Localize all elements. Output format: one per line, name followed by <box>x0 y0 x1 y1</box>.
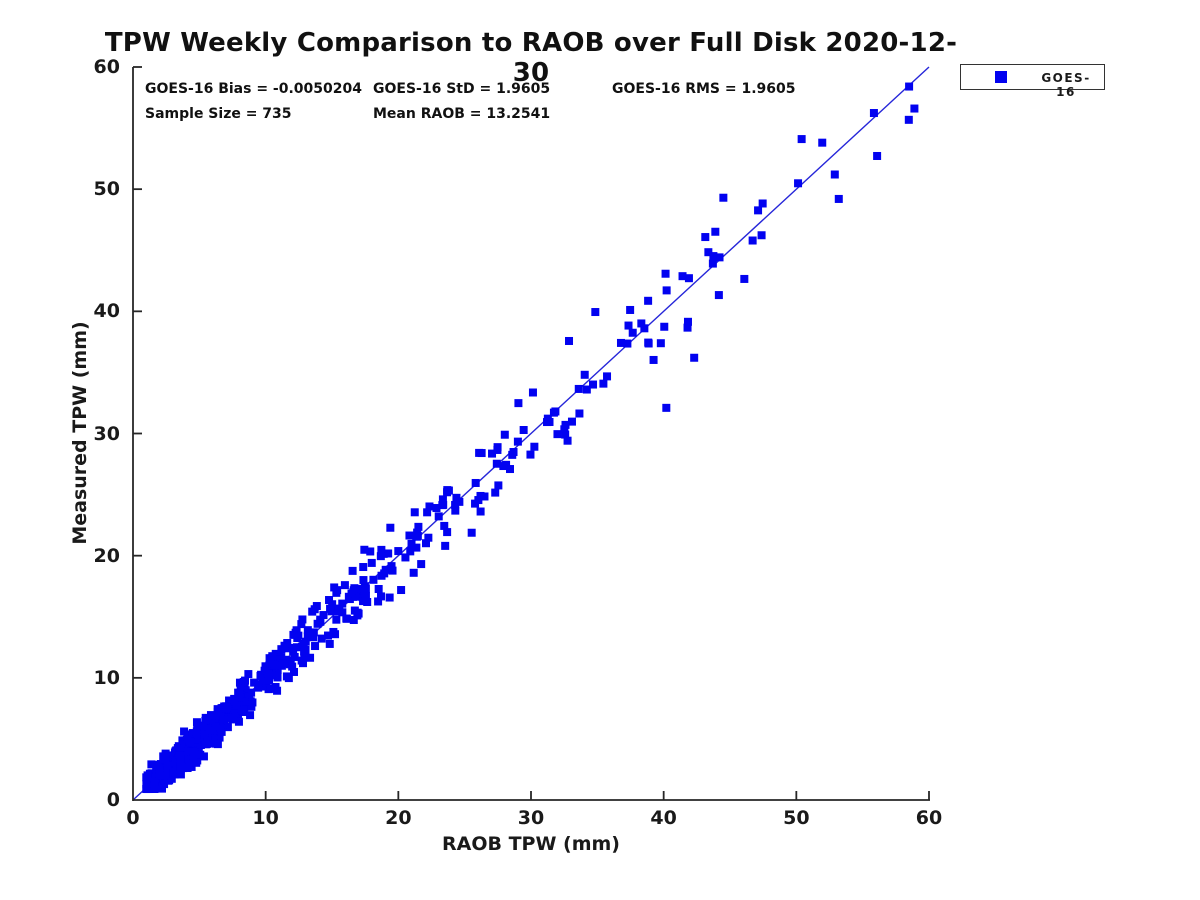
y-tick-label: 50 <box>93 178 120 201</box>
x-tick-label: 20 <box>385 807 412 829</box>
x-tick-label: 10 <box>252 807 279 829</box>
x-axis-label: RAOB TPW (mm) <box>441 833 620 855</box>
y-tick-label: 30 <box>93 422 120 445</box>
stat-std: GOES-16 StD = 1.9605 <box>373 81 551 97</box>
y-tick-label: 10 <box>93 666 120 689</box>
x-tick-label: 40 <box>650 807 677 829</box>
stat-sample-size: Sample Size = 735 <box>145 106 292 122</box>
x-tick-label: 50 <box>783 807 810 829</box>
y-tick-label: 20 <box>93 544 120 567</box>
axes <box>132 66 930 801</box>
chart-title: TPW Weekly Comparison to RAOB over Full … <box>104 28 958 88</box>
stat-rms: GOES-16 RMS = 1.9605 <box>612 81 796 97</box>
scatter-points <box>142 82 919 794</box>
legend-label: GOES-16 <box>1041 71 1091 99</box>
legend-box: GOES-16 <box>960 64 1105 99</box>
legend-marker-square-icon <box>995 71 1007 83</box>
y-tick-label: 60 <box>93 56 120 78</box>
stat-bias: GOES-16 Bias = -0.0050204 <box>145 81 362 97</box>
stat-mean-raob: Mean RAOB = 13.2541 <box>373 106 551 122</box>
y-tick-label: 40 <box>93 300 120 323</box>
x-tick-label: 30 <box>517 807 545 829</box>
x-tick-label: 0 <box>126 807 140 829</box>
y-tick-label: 0 <box>106 789 120 811</box>
x-tick-label: 60 <box>915 807 943 829</box>
